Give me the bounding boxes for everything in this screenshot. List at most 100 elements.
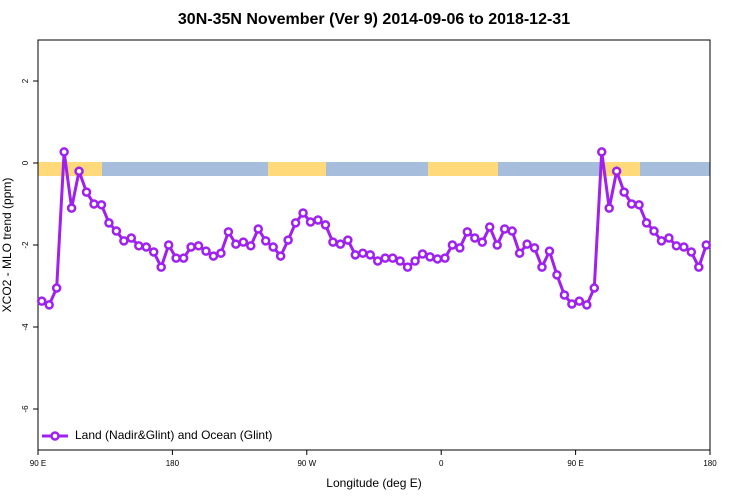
point bbox=[134, 241, 144, 251]
point bbox=[268, 242, 278, 252]
point bbox=[320, 220, 331, 230]
point bbox=[611, 166, 622, 176]
point bbox=[163, 240, 174, 250]
point bbox=[335, 239, 346, 249]
point bbox=[589, 283, 600, 293]
y-tick-label: -2 bbox=[21, 241, 30, 249]
y-tick-label: 0 bbox=[21, 160, 30, 165]
point bbox=[694, 262, 704, 272]
point bbox=[178, 253, 189, 263]
point bbox=[223, 227, 234, 237]
point bbox=[358, 248, 368, 258]
point bbox=[507, 226, 517, 236]
point bbox=[44, 300, 54, 310]
legend-label: Land (Nadir&Glint) and Ocean (Glint) bbox=[75, 428, 272, 442]
point bbox=[514, 248, 525, 258]
point bbox=[447, 240, 458, 250]
point bbox=[104, 218, 114, 228]
point bbox=[89, 199, 99, 209]
point bbox=[253, 224, 264, 234]
point bbox=[216, 248, 226, 258]
point bbox=[679, 242, 689, 252]
point bbox=[328, 237, 338, 247]
x-tick-label: 90 E bbox=[30, 459, 46, 468]
point bbox=[208, 251, 219, 261]
point bbox=[664, 233, 674, 243]
point bbox=[193, 241, 204, 251]
point bbox=[596, 147, 607, 157]
point bbox=[96, 200, 107, 210]
point bbox=[260, 236, 271, 246]
point bbox=[186, 242, 196, 252]
point bbox=[470, 233, 480, 243]
point bbox=[529, 243, 540, 253]
point bbox=[350, 250, 361, 260]
point bbox=[305, 217, 316, 227]
point bbox=[148, 247, 159, 257]
point bbox=[387, 253, 398, 263]
point bbox=[537, 262, 547, 272]
point bbox=[372, 256, 383, 266]
point bbox=[544, 246, 555, 256]
point bbox=[290, 218, 301, 228]
point bbox=[649, 226, 659, 236]
point bbox=[246, 241, 256, 251]
point bbox=[522, 239, 532, 249]
y-tick-label: -6 bbox=[21, 405, 30, 413]
point bbox=[36, 296, 47, 306]
point bbox=[402, 262, 413, 272]
chart-title: 30N-35N November (Ver 9) 2014-09-06 to 2… bbox=[178, 11, 570, 28]
point bbox=[574, 296, 585, 306]
x-tick-label: 180 bbox=[166, 459, 180, 468]
point bbox=[66, 203, 77, 213]
y-axis-label: XCO2 - MLO trend (ppm) bbox=[0, 178, 14, 313]
point bbox=[619, 187, 629, 197]
point bbox=[499, 224, 510, 234]
x-tick-label: 180 bbox=[703, 459, 717, 468]
point bbox=[126, 233, 137, 243]
point bbox=[119, 236, 129, 246]
point bbox=[275, 251, 286, 261]
x-axis-label: Longitude (deg E) bbox=[326, 476, 421, 490]
point bbox=[686, 247, 697, 257]
point bbox=[425, 252, 435, 262]
point bbox=[492, 240, 502, 250]
point bbox=[582, 300, 592, 310]
point bbox=[484, 222, 495, 232]
point bbox=[59, 147, 69, 157]
point bbox=[604, 203, 614, 213]
point bbox=[462, 227, 473, 237]
point bbox=[634, 200, 644, 210]
point bbox=[395, 256, 405, 266]
x-tick-label: 0 bbox=[439, 459, 444, 468]
point bbox=[298, 208, 308, 218]
y-tick-label: -4 bbox=[21, 323, 30, 331]
point bbox=[111, 226, 122, 236]
point bbox=[313, 215, 323, 225]
point bbox=[231, 239, 241, 249]
point bbox=[626, 199, 637, 209]
point bbox=[410, 256, 420, 266]
point bbox=[559, 290, 570, 300]
point bbox=[343, 235, 353, 245]
point bbox=[641, 218, 652, 228]
point bbox=[74, 166, 84, 176]
point bbox=[201, 246, 211, 256]
point bbox=[552, 270, 562, 280]
point bbox=[701, 240, 712, 250]
point bbox=[238, 237, 249, 247]
point bbox=[477, 237, 488, 247]
point bbox=[380, 253, 390, 263]
y-tick-label: 2 bbox=[21, 78, 30, 83]
x-tick-label: 90 E bbox=[567, 459, 583, 468]
point bbox=[81, 187, 92, 197]
point bbox=[171, 253, 181, 263]
point bbox=[417, 249, 428, 259]
point bbox=[440, 253, 450, 263]
point bbox=[283, 235, 293, 245]
point bbox=[141, 242, 152, 252]
point bbox=[671, 241, 682, 251]
point bbox=[156, 262, 166, 272]
point bbox=[455, 243, 465, 253]
